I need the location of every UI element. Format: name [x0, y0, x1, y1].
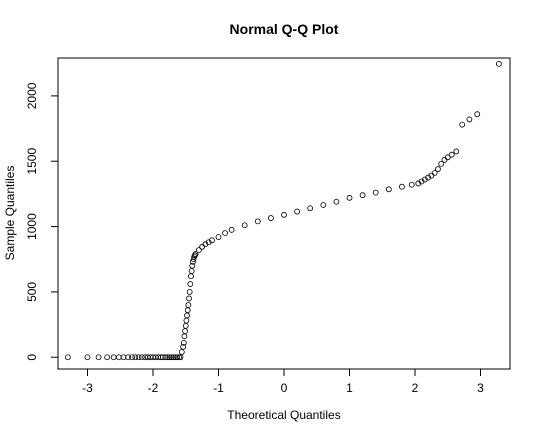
x-tick-label: -1: [213, 381, 224, 395]
x-tick-label: 2: [412, 381, 419, 395]
data-point: [182, 322, 189, 329]
data-point: [125, 354, 131, 361]
y-tick-label: 1000: [25, 213, 39, 240]
x-tick-label: -2: [148, 381, 159, 395]
data-point: [267, 215, 274, 221]
data-point: [168, 354, 175, 361]
data-point: [135, 354, 142, 361]
data-point: [294, 208, 301, 215]
data-point: [425, 174, 432, 181]
data-point: [228, 226, 235, 233]
x-axis: -3 -2 -1 0 1 2 3: [82, 368, 484, 395]
data-point: [385, 186, 392, 193]
data-point: [202, 241, 209, 248]
data-point: [448, 151, 455, 158]
data-point: [170, 354, 177, 361]
data-point: [64, 354, 71, 361]
data-point: [495, 60, 502, 67]
y-axis: 0 500 1000 1500 2000: [25, 82, 59, 361]
data-point: [177, 354, 184, 361]
data-point: [110, 354, 117, 361]
data-point: [435, 166, 441, 172]
data-point: [174, 354, 181, 361]
data-point: [415, 180, 422, 187]
data-point: [281, 211, 287, 218]
data-point: [183, 317, 190, 324]
data-point: [95, 354, 102, 361]
data-point: [205, 239, 212, 246]
data-point: [189, 262, 196, 269]
data-point: [162, 354, 169, 361]
data-point: [155, 354, 162, 361]
data-point: [116, 354, 122, 361]
data-point: [418, 178, 425, 185]
data-point: [138, 354, 145, 361]
data-point: [307, 205, 314, 212]
data-point: [421, 176, 428, 183]
data-point: [438, 160, 445, 167]
data-point: [185, 302, 192, 308]
data-point: [187, 281, 194, 287]
data-point: [188, 273, 194, 280]
data-point: [241, 222, 248, 229]
data-point: [346, 194, 353, 201]
data-point: [182, 328, 188, 335]
data-point: [180, 343, 187, 350]
data-point: [399, 183, 405, 190]
data-point: [164, 354, 171, 361]
data-point: [195, 247, 202, 253]
data-point: [184, 307, 191, 314]
chart-title: Normal Q-Q Plot: [230, 21, 339, 37]
data-point: [441, 157, 448, 163]
data-point: [474, 111, 481, 118]
data-point: [192, 251, 199, 257]
data-point: [190, 258, 196, 265]
x-tick-label: 3: [477, 381, 484, 395]
data-point: [222, 230, 228, 237]
y-tick-label: 0: [25, 354, 39, 361]
data-point: [215, 234, 222, 240]
data-point: [159, 354, 166, 361]
data-point: [129, 354, 135, 361]
y-axis-label: Sample Quantiles: [3, 166, 17, 261]
data-point: [408, 181, 415, 188]
data-points: [64, 60, 502, 361]
x-tick-label: 0: [281, 381, 288, 395]
data-point: [333, 198, 340, 205]
data-point: [209, 237, 215, 244]
data-point: [459, 121, 466, 128]
data-point: [188, 268, 195, 274]
x-axis-label: Theoretical Quantiles: [227, 408, 340, 422]
y-tick-label: 500: [25, 282, 39, 302]
plot-area-frame: [57, 57, 511, 370]
data-point: [190, 256, 197, 263]
data-point: [453, 148, 460, 155]
data-point: [166, 354, 173, 361]
data-point: [199, 243, 206, 250]
data-point: [157, 354, 164, 361]
x-tick-label: -3: [82, 381, 93, 395]
y-tick-label: 2000: [25, 82, 39, 109]
data-point: [320, 202, 327, 208]
x-tick-label: 1: [346, 381, 353, 395]
data-point: [181, 333, 188, 340]
data-point: [359, 192, 366, 199]
data-point: [372, 189, 379, 196]
data-point: [254, 218, 261, 225]
data-point: [431, 170, 438, 176]
data-point: [84, 354, 91, 361]
data-point: [120, 354, 127, 361]
data-point: [466, 116, 473, 123]
data-point: [184, 312, 190, 319]
data-point: [132, 354, 139, 361]
data-point: [104, 354, 111, 361]
data-point: [186, 295, 192, 302]
data-point: [178, 349, 185, 355]
y-tick-label: 1500: [25, 148, 39, 175]
data-point: [444, 154, 451, 161]
data-point: [180, 339, 187, 346]
data-point: [186, 289, 193, 295]
